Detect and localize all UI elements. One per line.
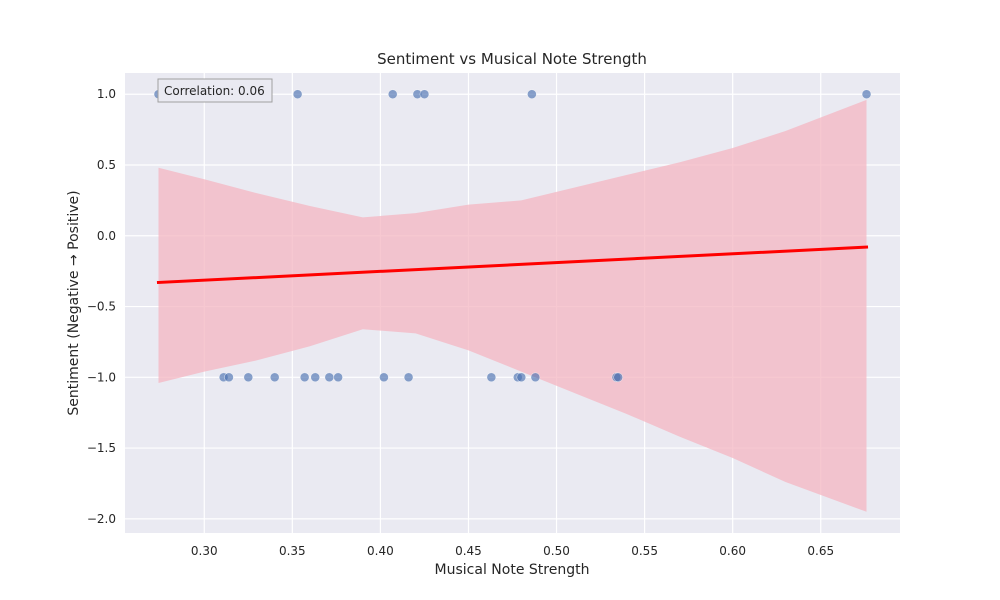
- correlation-text: Correlation: 0.06: [164, 84, 265, 98]
- y-tick-label: −1.0: [87, 370, 116, 384]
- x-tick-label: 0.65: [807, 544, 834, 558]
- data-point: [310, 372, 320, 383]
- regression-line-layer: [156, 245, 869, 285]
- x-tick-labels: 0.30 0.35 0.40 0.45 0.50 0.55 0.60 0.65: [191, 544, 834, 558]
- y-axis-label: Sentiment (Negative → Positive): [66, 190, 82, 415]
- y-tick-label: 0.0: [97, 229, 116, 243]
- y-tick-label: 0.5: [97, 158, 116, 172]
- chart-title: Sentiment vs Musical Note Strength: [377, 50, 647, 68]
- confidence-band: [158, 99, 867, 512]
- x-tick-label: 0.35: [279, 544, 306, 558]
- x-tick-label: 0.50: [543, 544, 570, 558]
- data-point: [270, 372, 280, 383]
- y-tick-label: −0.5: [87, 300, 116, 314]
- data-point: [333, 372, 343, 383]
- data-point: [861, 89, 872, 99]
- x-tick-label: 0.45: [455, 544, 482, 558]
- x-tick-label: 0.30: [191, 544, 218, 558]
- x-tick-label: 0.60: [719, 544, 746, 558]
- data-point: [403, 372, 414, 383]
- data-point: [530, 372, 541, 383]
- data-point: [292, 89, 303, 99]
- data-point: [299, 372, 310, 383]
- regression-line: [156, 245, 869, 285]
- x-tick-label: 0.55: [631, 544, 658, 558]
- data-point: [379, 372, 389, 383]
- data-point: [224, 372, 234, 383]
- x-tick-label: 0.40: [367, 544, 394, 558]
- data-point: [527, 89, 537, 99]
- data-point: [388, 89, 398, 99]
- annotation-frame: [157, 78, 273, 103]
- y-tick-label: −1.5: [87, 441, 116, 455]
- x-axis-label: Musical Note Strength: [435, 562, 590, 578]
- y-tick-labels: 1.0 0.5 0.0 −0.5 −1.0 −1.5 −2.0: [87, 87, 116, 526]
- y-tick-label: 1.0: [97, 87, 116, 101]
- data-point: [486, 372, 497, 383]
- data-point: [243, 372, 253, 383]
- data-point: [324, 372, 335, 383]
- data-point: [419, 89, 430, 99]
- confidence-band-layer: [158, 99, 867, 512]
- data-point: [613, 372, 623, 383]
- y-tick-label: −2.0: [87, 512, 116, 526]
- data-point: [516, 372, 527, 383]
- correlation-annotation: Correlation: 0.06: [157, 78, 273, 103]
